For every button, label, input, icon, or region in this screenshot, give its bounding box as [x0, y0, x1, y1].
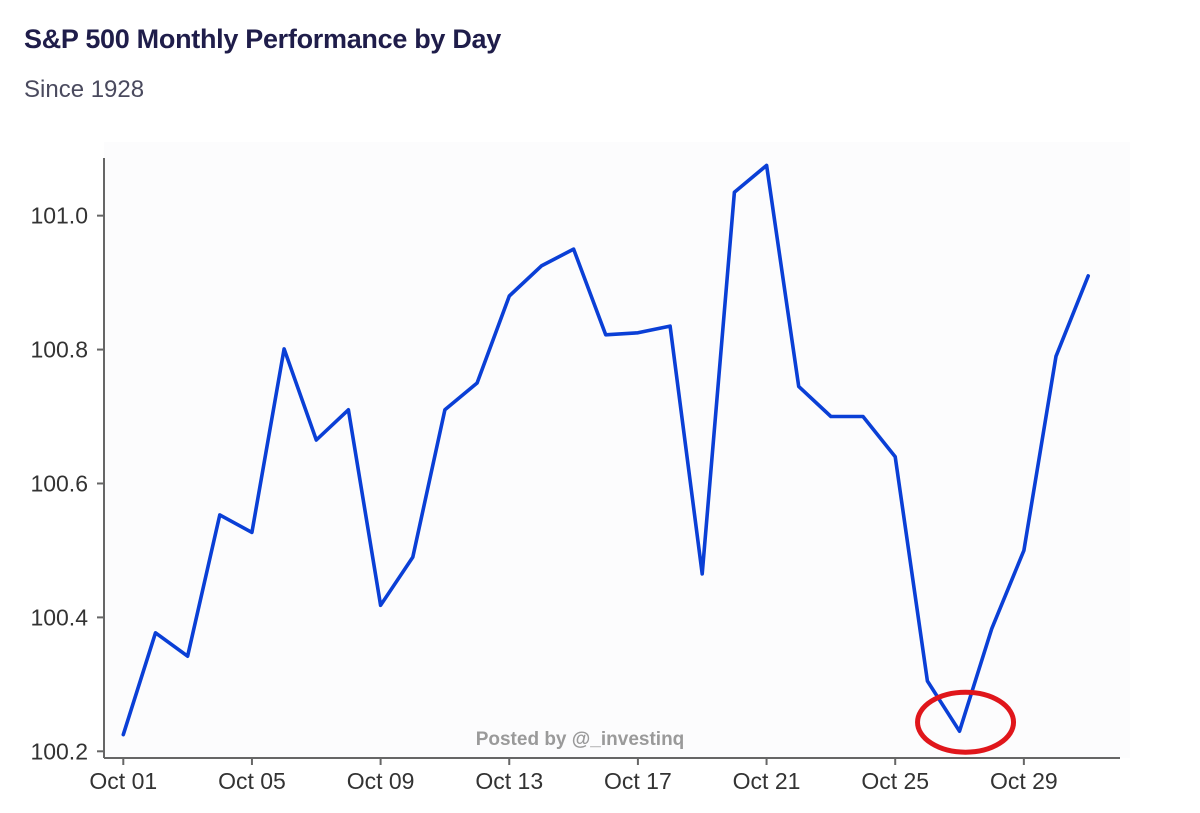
- data-point: [1022, 549, 1025, 552]
- data-point: [797, 385, 800, 388]
- data-point: [958, 730, 961, 733]
- data-point: [540, 264, 543, 267]
- data-point: [283, 347, 286, 350]
- data-point: [636, 331, 639, 334]
- y-tick-label: 100.4: [30, 604, 88, 630]
- data-point: [701, 572, 704, 575]
- data-point: [894, 455, 897, 458]
- data-point: [154, 631, 157, 634]
- data-point: [733, 191, 736, 194]
- plot-background: [104, 142, 1130, 758]
- data-point: [476, 382, 479, 385]
- data-point: [669, 325, 672, 328]
- data-point: [122, 733, 125, 736]
- x-tick-label: Oct 21: [733, 768, 801, 794]
- x-tick-label: Oct 09: [347, 768, 415, 794]
- series-line: [121, 163, 1090, 737]
- data-point: [250, 531, 253, 534]
- data-point: [379, 604, 382, 607]
- y-tick-label: 100.6: [30, 470, 88, 496]
- y-tick-label: 100.8: [30, 337, 88, 363]
- watermark-text: Posted by @_investinq: [476, 729, 685, 750]
- data-point: [862, 415, 865, 418]
- x-tick-label: Oct 13: [475, 768, 543, 794]
- data-point: [926, 680, 929, 683]
- line-chart: 100.2 100.4 100.6 100.8 101.0 Oct 01 Oct 05 Oc…: [0, 130, 1200, 813]
- x-tick-label: Oct 29: [990, 768, 1058, 794]
- highlight-circle: [915, 689, 1017, 755]
- x-tick-label: Oct 17: [604, 768, 672, 794]
- data-point: [218, 513, 221, 516]
- data-point: [1055, 355, 1058, 358]
- data-point: [315, 439, 318, 442]
- data-point: [990, 627, 993, 630]
- chart-title: S&P 500 Monthly Performance by Day: [24, 24, 501, 54]
- x-axis-ticks: Oct 01 Oct 05 Oct 09 Oct 13 Oct 17 Oct 21 Oct …: [89, 758, 1058, 794]
- data-point: [572, 248, 575, 251]
- y-tick-label: 100.2: [30, 738, 88, 764]
- data-point: [829, 415, 832, 418]
- axes: [103, 158, 1120, 759]
- data-point: [186, 655, 189, 658]
- y-tick-label: 101.0: [30, 203, 88, 229]
- x-tick-label: Oct 25: [861, 768, 929, 794]
- data-point: [765, 164, 768, 167]
- data-point: [347, 408, 350, 411]
- data-point: [1087, 274, 1090, 277]
- data-point: [443, 408, 446, 411]
- data-point: [604, 333, 607, 336]
- x-tick-label: Oct 01: [89, 768, 157, 794]
- y-axis-ticks: 100.2 100.4 100.6 100.8 101.0: [30, 203, 104, 764]
- chart-subtitle: Since 1928: [24, 76, 145, 103]
- data-point: [508, 295, 511, 298]
- x-tick-label: Oct 05: [218, 768, 286, 794]
- data-point: [411, 556, 414, 559]
- annotations: [915, 689, 1017, 755]
